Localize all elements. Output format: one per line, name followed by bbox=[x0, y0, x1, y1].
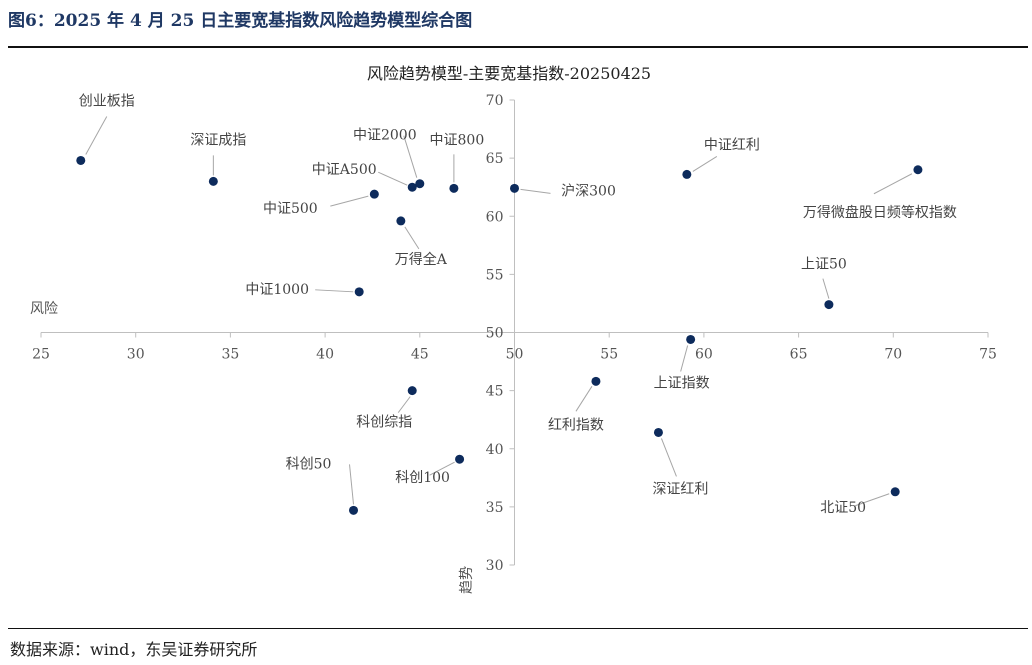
leader-line bbox=[404, 226, 420, 250]
y-tick-label: 65 bbox=[486, 151, 504, 167]
y-axis: 30 35 40 45 50 55 60 65 70 bbox=[486, 93, 515, 574]
leader-line bbox=[520, 188, 551, 194]
leader-line bbox=[873, 173, 913, 195]
x-tick-label: 30 bbox=[127, 347, 145, 363]
y-tick-label: 45 bbox=[486, 384, 504, 400]
leader-line bbox=[349, 464, 355, 505]
leader-line bbox=[575, 386, 593, 412]
data-point bbox=[591, 376, 601, 386]
data-point bbox=[913, 165, 923, 175]
data-point bbox=[686, 334, 696, 344]
y-tick-label: 60 bbox=[486, 209, 504, 225]
data-label: 中证红利 bbox=[704, 137, 760, 153]
y-tick-label: 55 bbox=[486, 267, 504, 283]
data-point bbox=[354, 287, 364, 297]
data-point bbox=[396, 216, 406, 226]
data-point bbox=[653, 427, 663, 437]
x-axis-label: 风险 bbox=[30, 301, 58, 317]
source-note: 数据来源：wind，东吴证券研究所 bbox=[10, 640, 258, 659]
data-point bbox=[890, 487, 900, 497]
leader-line bbox=[660, 438, 677, 477]
data-point bbox=[682, 169, 692, 179]
data-label: 中证A500 bbox=[312, 162, 377, 178]
bottom-rule bbox=[8, 628, 1028, 629]
data-label: 万得微盘股日频等权指数 bbox=[803, 204, 957, 221]
data-point bbox=[510, 183, 519, 193]
leader-line bbox=[822, 278, 830, 299]
data-label: 中证800 bbox=[430, 132, 485, 148]
top-rule bbox=[8, 46, 1028, 48]
data-point bbox=[407, 386, 417, 396]
leader-line bbox=[680, 345, 689, 372]
data-point bbox=[208, 176, 218, 186]
data-label: 创业板指 bbox=[79, 93, 135, 109]
leader-line bbox=[692, 155, 718, 172]
data-point bbox=[349, 505, 359, 515]
x-tick-label: 45 bbox=[411, 347, 429, 363]
data-point bbox=[369, 189, 379, 199]
leader-line bbox=[315, 289, 354, 293]
x-tick-label: 25 bbox=[32, 347, 50, 363]
leader-line bbox=[429, 461, 455, 476]
leader-line bbox=[855, 493, 890, 507]
data-point bbox=[415, 179, 425, 189]
x-tick-label: 75 bbox=[979, 347, 997, 363]
chart-title: 风险趋势模型-主要宽基指数-20250425 bbox=[367, 64, 651, 83]
data-label: 中证2000 bbox=[353, 128, 417, 144]
data-label: 上证指数 bbox=[654, 375, 710, 391]
data-label: 中证500 bbox=[263, 201, 318, 217]
leader-line bbox=[397, 396, 411, 413]
data-label: 科创50 bbox=[286, 456, 332, 472]
data-point bbox=[76, 155, 86, 165]
data-label: 科创100 bbox=[395, 470, 450, 486]
x-tick-label: 70 bbox=[884, 347, 902, 363]
leader-line bbox=[330, 195, 369, 207]
x-tick-label: 65 bbox=[790, 347, 808, 363]
figure-title: 图6：2025 年 4 月 25 日主要宽基指数风险趋势模型综合图 bbox=[8, 11, 473, 31]
data-point bbox=[824, 300, 834, 310]
y-axis-label: 趋势 bbox=[459, 566, 475, 594]
x-tick-label: 55 bbox=[600, 347, 618, 363]
y-tick-label: 40 bbox=[486, 442, 504, 458]
y-tick-label: 50 bbox=[486, 326, 504, 342]
data-label: 沪深300 bbox=[561, 183, 616, 199]
data-label: 深证红利 bbox=[652, 481, 708, 497]
data-label: 深证成指 bbox=[190, 132, 246, 148]
data-points bbox=[76, 155, 923, 515]
data-label: 科创综指 bbox=[356, 415, 412, 431]
data-point bbox=[407, 182, 417, 192]
data-label: 北证50 bbox=[820, 500, 866, 516]
y-tick-label: 35 bbox=[486, 500, 504, 516]
data-point bbox=[449, 183, 459, 193]
data-point bbox=[455, 454, 465, 464]
x-tick-label: 60 bbox=[695, 347, 713, 363]
y-tick-label: 30 bbox=[486, 558, 504, 574]
leader-line bbox=[85, 116, 108, 155]
x-tick-label: 40 bbox=[316, 347, 334, 363]
leader-line bbox=[403, 135, 418, 178]
data-label: 红利指数 bbox=[548, 417, 604, 433]
y-tick-label: 70 bbox=[486, 93, 504, 109]
data-label: 上证50 bbox=[801, 257, 847, 273]
label-leader-lines bbox=[85, 116, 913, 507]
data-label: 中证1000 bbox=[245, 282, 309, 298]
data-label: 万得全A bbox=[395, 251, 448, 268]
x-tick-label: 35 bbox=[221, 347, 239, 363]
leader-line bbox=[378, 171, 408, 186]
